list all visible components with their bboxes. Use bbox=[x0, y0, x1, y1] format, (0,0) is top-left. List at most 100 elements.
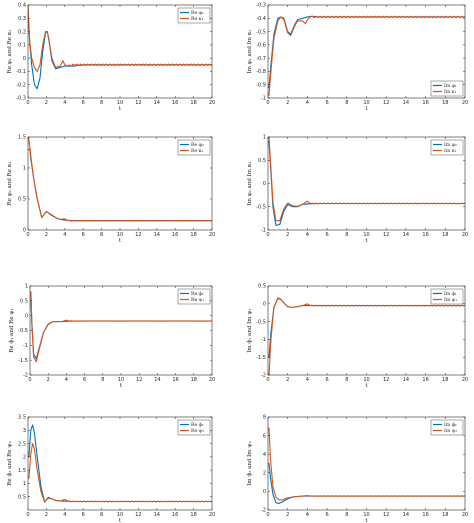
x-tick-label: 0 bbox=[28, 377, 31, 383]
legend-label: Im ψ₂ bbox=[444, 428, 457, 434]
y-axis-label: Re φ₂ and Re κ₂ bbox=[7, 162, 13, 206]
x-tick-label: 2 bbox=[286, 100, 289, 106]
y-tick-label: 0 bbox=[263, 489, 266, 495]
y-tick-label: 4 bbox=[263, 452, 266, 458]
y-tick-label: 0 bbox=[23, 56, 26, 62]
x-tick-label: 20 bbox=[209, 232, 215, 238]
x-tick-label: 12 bbox=[135, 100, 141, 106]
y-tick-label: -2 bbox=[261, 373, 266, 379]
y-tick-label: -0.7 bbox=[256, 56, 266, 62]
legend-label: Re ψ₂ bbox=[191, 428, 204, 434]
y-tick-label: 1 bbox=[23, 481, 26, 487]
y-tick-label: -1.5 bbox=[18, 358, 28, 364]
subplot-6: 0 2 4 6 8 10 12 14 16 18 20 -2 -1.5 -1 -0.5 0 0.5 t Im ϕ₁ … bbox=[247, 284, 468, 389]
legend-box bbox=[430, 80, 464, 97]
y-tick-label: -0.5 bbox=[256, 204, 266, 210]
x-tick-label: 16 bbox=[172, 100, 178, 106]
x-tick-label: 20 bbox=[462, 232, 468, 238]
x-tick-label: 18 bbox=[442, 377, 448, 383]
x-tick-label: 6 bbox=[82, 512, 85, 518]
subplot-5: 0 2 4 6 8 10 12 14 16 18 20 -2 -1.5 -1 -0.5 0 0.5 1 t Re ϕ₁… bbox=[9, 284, 215, 389]
series-line-2 bbox=[28, 137, 212, 222]
x-tick-label: 20 bbox=[209, 512, 215, 518]
x-tick-label: 14 bbox=[403, 377, 409, 383]
legend-label: Im ϕ₂ bbox=[444, 422, 457, 428]
x-tick-label: 10 bbox=[363, 100, 369, 106]
y-tick-label: 2 bbox=[263, 471, 266, 477]
x-tick-label: 4 bbox=[306, 100, 309, 106]
legend-box bbox=[430, 139, 464, 156]
legend-label: Re κ₂ bbox=[191, 148, 204, 154]
series-line-2 bbox=[268, 15, 465, 96]
x-tick-label: 12 bbox=[383, 232, 389, 238]
y-tick-label: -1 bbox=[261, 337, 266, 343]
subplot-4: 0 2 4 6 8 10 12 14 16 18 20 -1 -0.5 0 0.5 1 t Im φ₂ and I… bbox=[247, 135, 468, 244]
x-tick-label: 16 bbox=[422, 377, 428, 383]
x-axis-label: t bbox=[119, 106, 122, 112]
legend-label: Im κ₂ bbox=[444, 148, 457, 154]
legend-box bbox=[177, 7, 211, 24]
subplot-3: 0 2 4 6 8 10 12 14 16 18 20 0 0.5 1 1.5 t Re φ₂ and Re κ… bbox=[7, 135, 215, 244]
x-tick-label: 4 bbox=[306, 232, 309, 238]
legend-label: Im κ₁ bbox=[444, 89, 457, 95]
x-tick-label: 14 bbox=[403, 100, 409, 106]
x-tick-label: 18 bbox=[442, 100, 448, 106]
legend-label: Re φ₂ bbox=[191, 142, 204, 148]
y-tick-label: -0.5 bbox=[18, 328, 28, 334]
y-tick-label: 3 bbox=[23, 428, 26, 434]
x-tick-label: 14 bbox=[154, 232, 160, 238]
y-tick-label: -2 bbox=[261, 508, 266, 514]
y-tick-label: 0.5 bbox=[18, 494, 26, 500]
x-tick-label: 2 bbox=[286, 512, 289, 518]
x-tick-label: 2 bbox=[45, 512, 48, 518]
x-tick-label: 8 bbox=[100, 100, 103, 106]
x-tick-label: 6 bbox=[326, 377, 329, 383]
legend-label: Re ψ₁ bbox=[191, 297, 204, 303]
y-axis-label: Im ϕ₁ and Im ψ₁ bbox=[247, 308, 253, 353]
y-tick-label: -0.6 bbox=[256, 43, 266, 49]
legend-label: Im φ₁ bbox=[444, 83, 457, 89]
x-tick-label: 6 bbox=[326, 512, 329, 518]
legend-box bbox=[177, 139, 211, 156]
subplot-7: 0 2 4 6 8 10 12 14 16 18 20 0.5 1 1.5 2 2.5 3 3.5 t Re ϕ₂ a… bbox=[7, 415, 215, 523]
y-tick-label: -1 bbox=[261, 228, 266, 234]
x-tick-label: 20 bbox=[209, 377, 215, 383]
y-tick-label: -1.5 bbox=[256, 355, 266, 361]
series-line-2 bbox=[28, 443, 212, 503]
x-tick-label: 12 bbox=[383, 100, 389, 106]
x-tick-label: 4 bbox=[63, 232, 66, 238]
legend-label: Im ϕ₁ bbox=[444, 291, 457, 297]
x-tick-label: 18 bbox=[190, 100, 196, 106]
x-tick-label: 4 bbox=[63, 100, 66, 106]
x-tick-label: 8 bbox=[101, 377, 104, 383]
series-line-1 bbox=[268, 462, 465, 505]
y-tick-label: -0.1 bbox=[16, 69, 26, 75]
x-tick-label: 8 bbox=[345, 377, 348, 383]
y-tick-label: -0.3 bbox=[16, 96, 26, 102]
x-tick-label: 0 bbox=[26, 512, 29, 518]
x-tick-label: 0 bbox=[266, 377, 269, 383]
series-line-1 bbox=[268, 15, 465, 88]
y-tick-label: 0.5 bbox=[18, 197, 26, 203]
y-tick-label: 1.5 bbox=[18, 468, 26, 474]
x-tick-label: 16 bbox=[422, 100, 428, 106]
x-tick-label: 14 bbox=[154, 512, 160, 518]
x-tick-label: 2 bbox=[286, 232, 289, 238]
y-tick-label: 0.5 bbox=[20, 299, 28, 305]
x-axis-label: t bbox=[120, 383, 123, 389]
y-tick-label: -0.5 bbox=[256, 319, 266, 325]
series-line-2 bbox=[268, 297, 465, 375]
x-axis-label: t bbox=[365, 518, 368, 523]
y-tick-label: -0.4 bbox=[256, 16, 266, 22]
x-tick-label: 6 bbox=[82, 232, 85, 238]
y-axis-label: Re ϕ₁ and Re ψ₁ bbox=[9, 308, 15, 353]
x-tick-label: 16 bbox=[172, 512, 178, 518]
y-tick-label: -0.3 bbox=[256, 3, 266, 9]
x-tick-label: 20 bbox=[209, 100, 215, 106]
x-tick-label: 6 bbox=[82, 100, 85, 106]
legend-label: Re φ₁ bbox=[191, 10, 204, 16]
y-tick-label: 0.1 bbox=[18, 43, 26, 49]
legend-box bbox=[177, 419, 211, 436]
x-axis-label: t bbox=[119, 518, 122, 523]
